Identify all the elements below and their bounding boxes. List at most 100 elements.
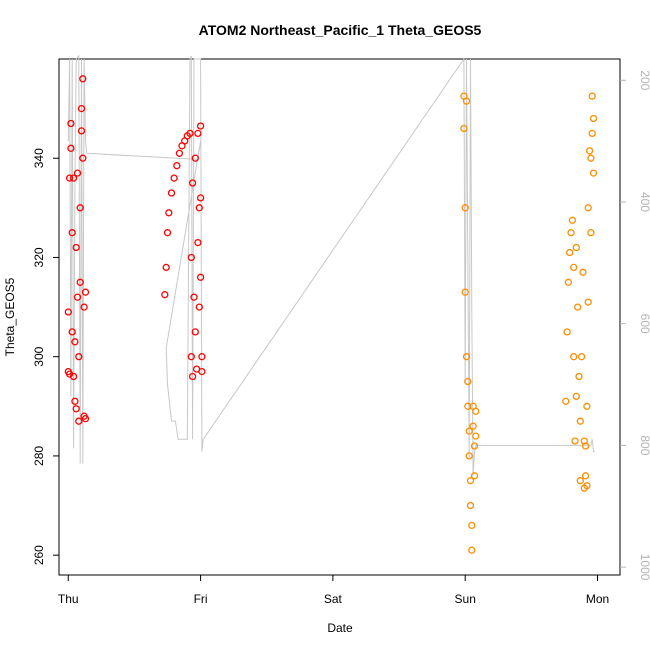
- data-point: [72, 243, 80, 252]
- y2-tick-label: 600: [638, 314, 650, 334]
- data-point: [468, 546, 476, 554]
- data-point: [65, 174, 74, 182]
- data-points: [64, 75, 598, 554]
- data-point: [584, 298, 592, 306]
- data-point: [79, 75, 87, 83]
- data-point: [198, 367, 206, 376]
- data-point: [75, 417, 83, 425]
- data-point: [469, 422, 477, 430]
- data-point: [163, 229, 172, 237]
- data-point: [191, 328, 199, 336]
- x-axis: Thu Fri Sat Sun Mon: [58, 575, 609, 606]
- data-point: [576, 477, 584, 485]
- data-point: [587, 229, 595, 237]
- data-point: [194, 238, 202, 247]
- data-point: [580, 437, 588, 445]
- data-point: [76, 204, 84, 212]
- data-point: [195, 303, 203, 311]
- data-point: [68, 328, 76, 336]
- data-point: [584, 204, 592, 212]
- data-point: [468, 521, 476, 530]
- data-point: [470, 472, 479, 480]
- data-point: [71, 338, 79, 346]
- data-point: [191, 154, 199, 162]
- pressure-line: [67, 54, 595, 476]
- data-point: [196, 194, 205, 202]
- data-point: [589, 169, 598, 177]
- y-axis-left: 260 280 300 320 340: [32, 148, 59, 565]
- data-point: [574, 303, 582, 311]
- data-point: [195, 204, 203, 212]
- y-axis-label: Theta_GEOS5: [3, 277, 17, 356]
- data-point: [165, 209, 173, 217]
- data-point: [465, 452, 473, 460]
- data-point: [472, 432, 480, 440]
- data-point: [79, 154, 87, 162]
- data-point: [462, 97, 471, 105]
- data-point: [461, 288, 469, 296]
- data-point: [81, 288, 90, 296]
- data-point: [566, 248, 574, 257]
- data-point: [173, 162, 181, 170]
- data-point: [67, 119, 75, 128]
- data-point: [587, 154, 595, 162]
- pressure-trace: [67, 54, 595, 476]
- data-point: [570, 263, 578, 272]
- data-point: [460, 124, 468, 133]
- data-point: [572, 243, 580, 252]
- data-point: [73, 169, 82, 177]
- y-tick-label: 300: [32, 346, 46, 366]
- data-point: [462, 353, 471, 361]
- data-point: [563, 328, 571, 336]
- data-point: [198, 353, 206, 361]
- data-point: [470, 442, 479, 450]
- data-point: [77, 127, 86, 135]
- data-point: [464, 402, 472, 410]
- data-point: [188, 372, 197, 381]
- data-point: [588, 92, 596, 100]
- data-point: [583, 402, 591, 410]
- y2-tick-label: 800: [638, 435, 650, 455]
- data-point: [77, 104, 86, 113]
- y2-tick-label: 200: [638, 70, 650, 90]
- x-tick-label: Thu: [58, 592, 79, 606]
- data-point: [167, 189, 176, 197]
- data-point: [583, 482, 591, 490]
- y-axis-right: 200 400 600 800 1000: [620, 70, 650, 581]
- data-point: [562, 397, 570, 405]
- data-point: [576, 417, 584, 425]
- y2-tick-label: 400: [638, 192, 650, 212]
- data-point: [80, 303, 88, 311]
- x-tick-label: Fri: [194, 592, 208, 606]
- data-point: [567, 229, 575, 237]
- data-point: [472, 407, 480, 415]
- data-point: [67, 144, 75, 152]
- x-tick-label: Sat: [324, 592, 343, 606]
- data-point: [464, 377, 472, 386]
- data-point: [194, 129, 202, 138]
- data-point: [581, 442, 590, 450]
- data-point: [69, 372, 78, 381]
- data-point: [466, 501, 475, 510]
- data-point: [589, 114, 598, 123]
- data-point: [68, 229, 76, 237]
- plot-frame: [58, 58, 621, 576]
- data-point: [577, 353, 586, 361]
- data-point: [585, 147, 594, 155]
- y-tick-label: 340: [32, 148, 46, 168]
- data-point: [76, 278, 84, 286]
- data-point: [196, 273, 205, 281]
- data-point: [465, 427, 473, 435]
- data-point: [190, 293, 198, 301]
- data-point: [72, 405, 80, 413]
- data-point: [466, 477, 475, 485]
- x-axis-label: Date: [327, 621, 353, 635]
- data-point: [588, 129, 596, 138]
- data-point: [162, 263, 170, 272]
- y2-tick-label: 1000: [638, 554, 650, 581]
- data-point: [75, 353, 83, 361]
- data-point: [64, 308, 72, 316]
- y-tick-label: 320: [32, 247, 46, 267]
- data-point: [69, 174, 78, 182]
- data-point: [81, 415, 90, 423]
